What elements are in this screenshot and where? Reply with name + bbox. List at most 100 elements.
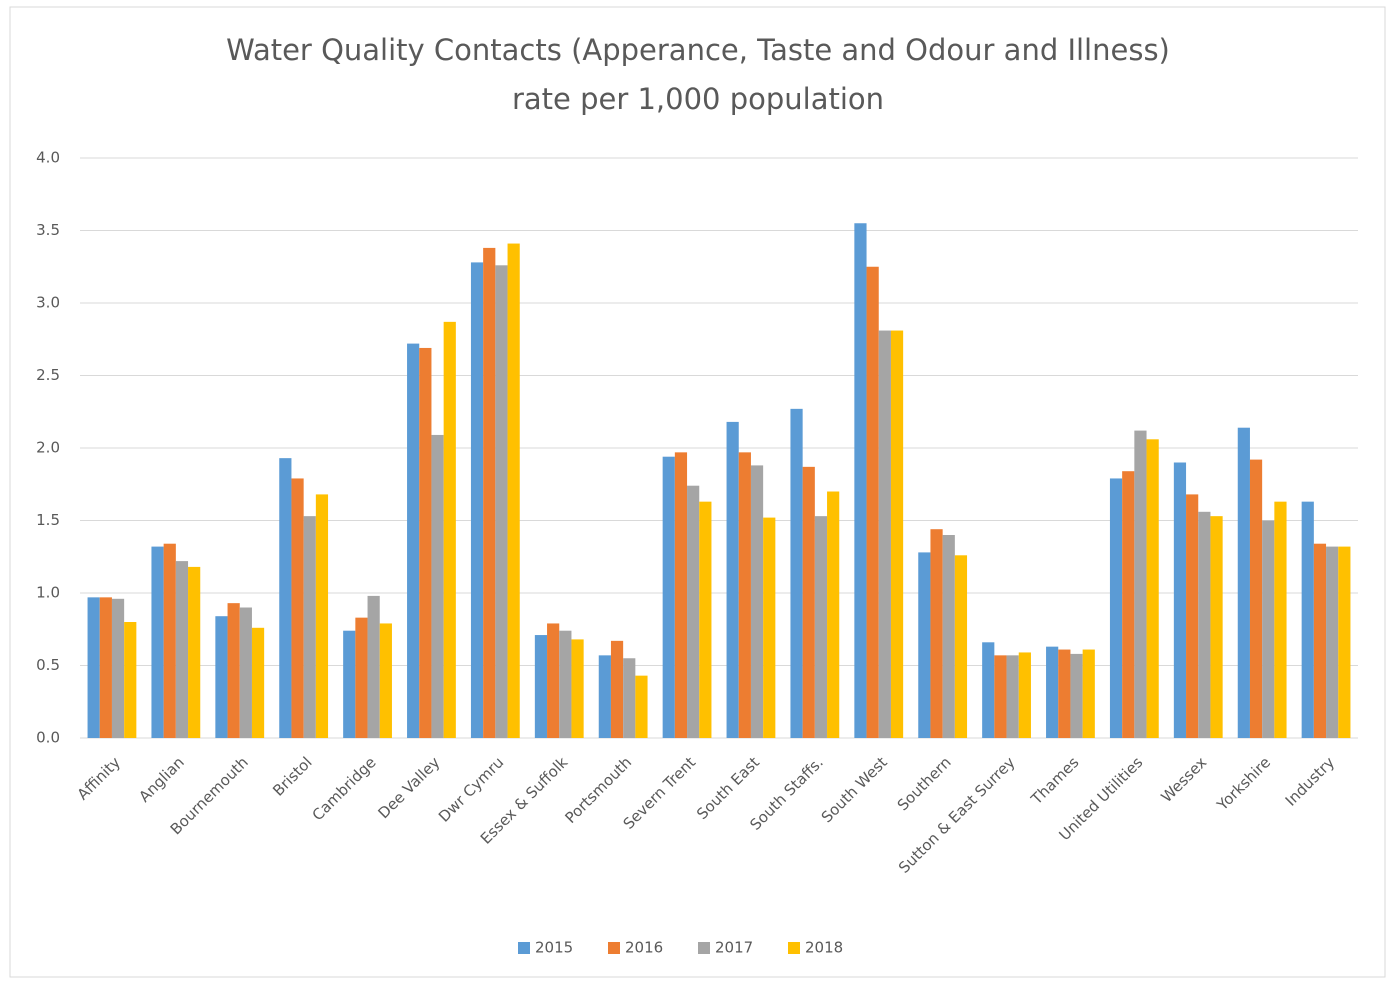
- bar: [635, 675, 648, 738]
- bar: [1070, 653, 1083, 738]
- bar: [827, 491, 840, 738]
- bar: [1122, 471, 1135, 738]
- y-tick-label: 3.5: [36, 221, 60, 239]
- bar: [227, 603, 240, 738]
- bar: [1146, 439, 1159, 738]
- bar: [547, 623, 560, 738]
- bar: [1274, 501, 1287, 738]
- bar: [1134, 430, 1147, 738]
- bar: [1313, 543, 1327, 738]
- bar: [790, 408, 803, 738]
- bar: [99, 597, 112, 738]
- bar: [1326, 546, 1339, 738]
- bar: [175, 561, 189, 738]
- bar: [291, 478, 304, 738]
- bar: [87, 597, 100, 738]
- bar: [802, 466, 815, 738]
- legend-swatch: [788, 942, 800, 954]
- bar: [443, 321, 456, 738]
- bar: [662, 456, 675, 738]
- bar: [1058, 649, 1071, 738]
- legend-label: 2017: [715, 939, 753, 957]
- bar: [507, 243, 520, 739]
- bar: [942, 535, 955, 738]
- y-tick-label: 0.0: [36, 729, 60, 747]
- bar: [111, 598, 125, 738]
- bar: [407, 343, 420, 738]
- bar: [854, 223, 867, 738]
- bar: [763, 517, 776, 738]
- bar: [1186, 494, 1199, 738]
- bar: [1198, 511, 1211, 738]
- bar: [1006, 655, 1019, 738]
- bar: [1173, 462, 1187, 738]
- y-tick-label: 2.5: [36, 366, 60, 384]
- bar: [483, 247, 496, 738]
- bar: [151, 546, 164, 738]
- bar: [215, 616, 228, 738]
- bar: [495, 265, 508, 738]
- y-tick-label: 1.5: [36, 511, 60, 529]
- bar: [598, 655, 611, 738]
- bar: [1237, 427, 1250, 738]
- bar: [1018, 652, 1031, 738]
- y-tick-label: 3.0: [36, 294, 60, 312]
- bar: [750, 465, 764, 738]
- bar: [982, 642, 995, 738]
- bar: [814, 516, 828, 738]
- bar: [726, 421, 739, 738]
- bar: [699, 501, 712, 738]
- legend-label: 2015: [535, 939, 573, 957]
- legend-swatch: [608, 942, 620, 954]
- bar: [571, 639, 584, 738]
- bar: [379, 623, 392, 738]
- bar: [687, 485, 700, 738]
- bar: [623, 658, 636, 738]
- chart-title: rate per 1,000 population: [512, 82, 884, 116]
- legend-label: 2018: [805, 939, 843, 957]
- chart-title: Water Quality Contacts (Apperance, Taste…: [226, 33, 1170, 67]
- bar: [674, 452, 688, 738]
- bar: [1301, 501, 1314, 738]
- bar: [315, 494, 329, 738]
- bar: [559, 630, 572, 738]
- legend-label: 2016: [625, 939, 663, 957]
- bar: [534, 635, 548, 738]
- y-tick-label: 2.0: [36, 439, 60, 457]
- bar: [954, 555, 968, 738]
- bar: [738, 452, 751, 738]
- bar: [188, 566, 201, 738]
- bar: [1262, 520, 1275, 738]
- bar: [890, 330, 904, 738]
- bar: [1338, 546, 1351, 738]
- bar: [866, 266, 879, 738]
- bar: [343, 630, 356, 738]
- bar: [431, 434, 444, 738]
- bar: [918, 552, 931, 738]
- bar: [163, 543, 176, 738]
- bar: [1210, 516, 1223, 738]
- bar: [355, 617, 368, 738]
- bar: [124, 622, 137, 738]
- y-tick-label: 4.0: [36, 149, 60, 167]
- bar: [279, 458, 292, 738]
- bar: [303, 516, 316, 738]
- bar: [610, 640, 624, 738]
- bar: [1046, 646, 1059, 738]
- bar: [419, 347, 432, 738]
- bar: [367, 595, 380, 738]
- bar: [1249, 459, 1263, 738]
- bar: [239, 607, 252, 738]
- bar: [1109, 478, 1123, 738]
- bar: [878, 330, 891, 738]
- legend-swatch: [698, 942, 710, 954]
- bar: [1082, 649, 1095, 738]
- bar: [251, 627, 265, 738]
- bar: [470, 262, 484, 738]
- bar: [930, 529, 943, 738]
- y-tick-label: 1.0: [36, 584, 60, 602]
- y-tick-label: 0.5: [36, 656, 60, 674]
- legend-swatch: [518, 942, 530, 954]
- bar: [994, 655, 1007, 738]
